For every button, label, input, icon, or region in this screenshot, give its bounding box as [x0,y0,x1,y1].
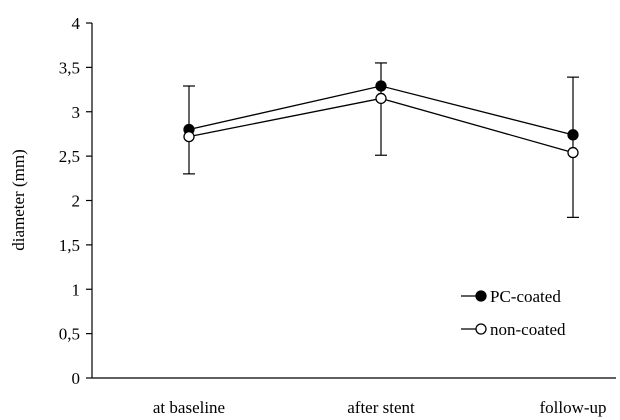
y-tick-label: 2 [72,192,81,211]
y-tick-label: 3,5 [59,58,80,77]
x-ticks: at baseline after stent follow-up [153,398,607,417]
data-point-pc-coated [375,80,387,92]
y-tick-label: 2,5 [59,147,80,166]
legend-marker-pc-coated [475,290,487,302]
y-tick-label: 3 [72,103,81,122]
series-group [183,80,579,159]
y-axis-label: diameter (mm) [9,149,28,251]
data-point-non-coated [375,92,387,105]
y-ticks: 0 0,5 1 1,5 2 2,5 3 3,5 4 [59,14,92,388]
legend-label-non-coated: non-coated [490,320,566,339]
x-tick-label: after stent [347,398,415,417]
x-tick-label: at baseline [153,398,225,417]
y-tick-label: 1,5 [59,236,80,255]
y-tick-label: 0 [72,369,81,388]
y-tick-label: 4 [72,14,81,33]
legend-label-pc-coated: PC-coated [490,287,561,306]
data-point-non-coated [183,130,195,143]
y-tick-label: 0,5 [59,325,80,344]
data-point-non-coated [567,146,579,159]
x-tick-label: follow-up [539,398,606,417]
y-tick-label: 1 [72,280,81,299]
legend-marker-non-coated [475,323,487,335]
data-point-pc-coated [567,129,579,141]
legend: PC-coated non-coated [461,287,566,339]
